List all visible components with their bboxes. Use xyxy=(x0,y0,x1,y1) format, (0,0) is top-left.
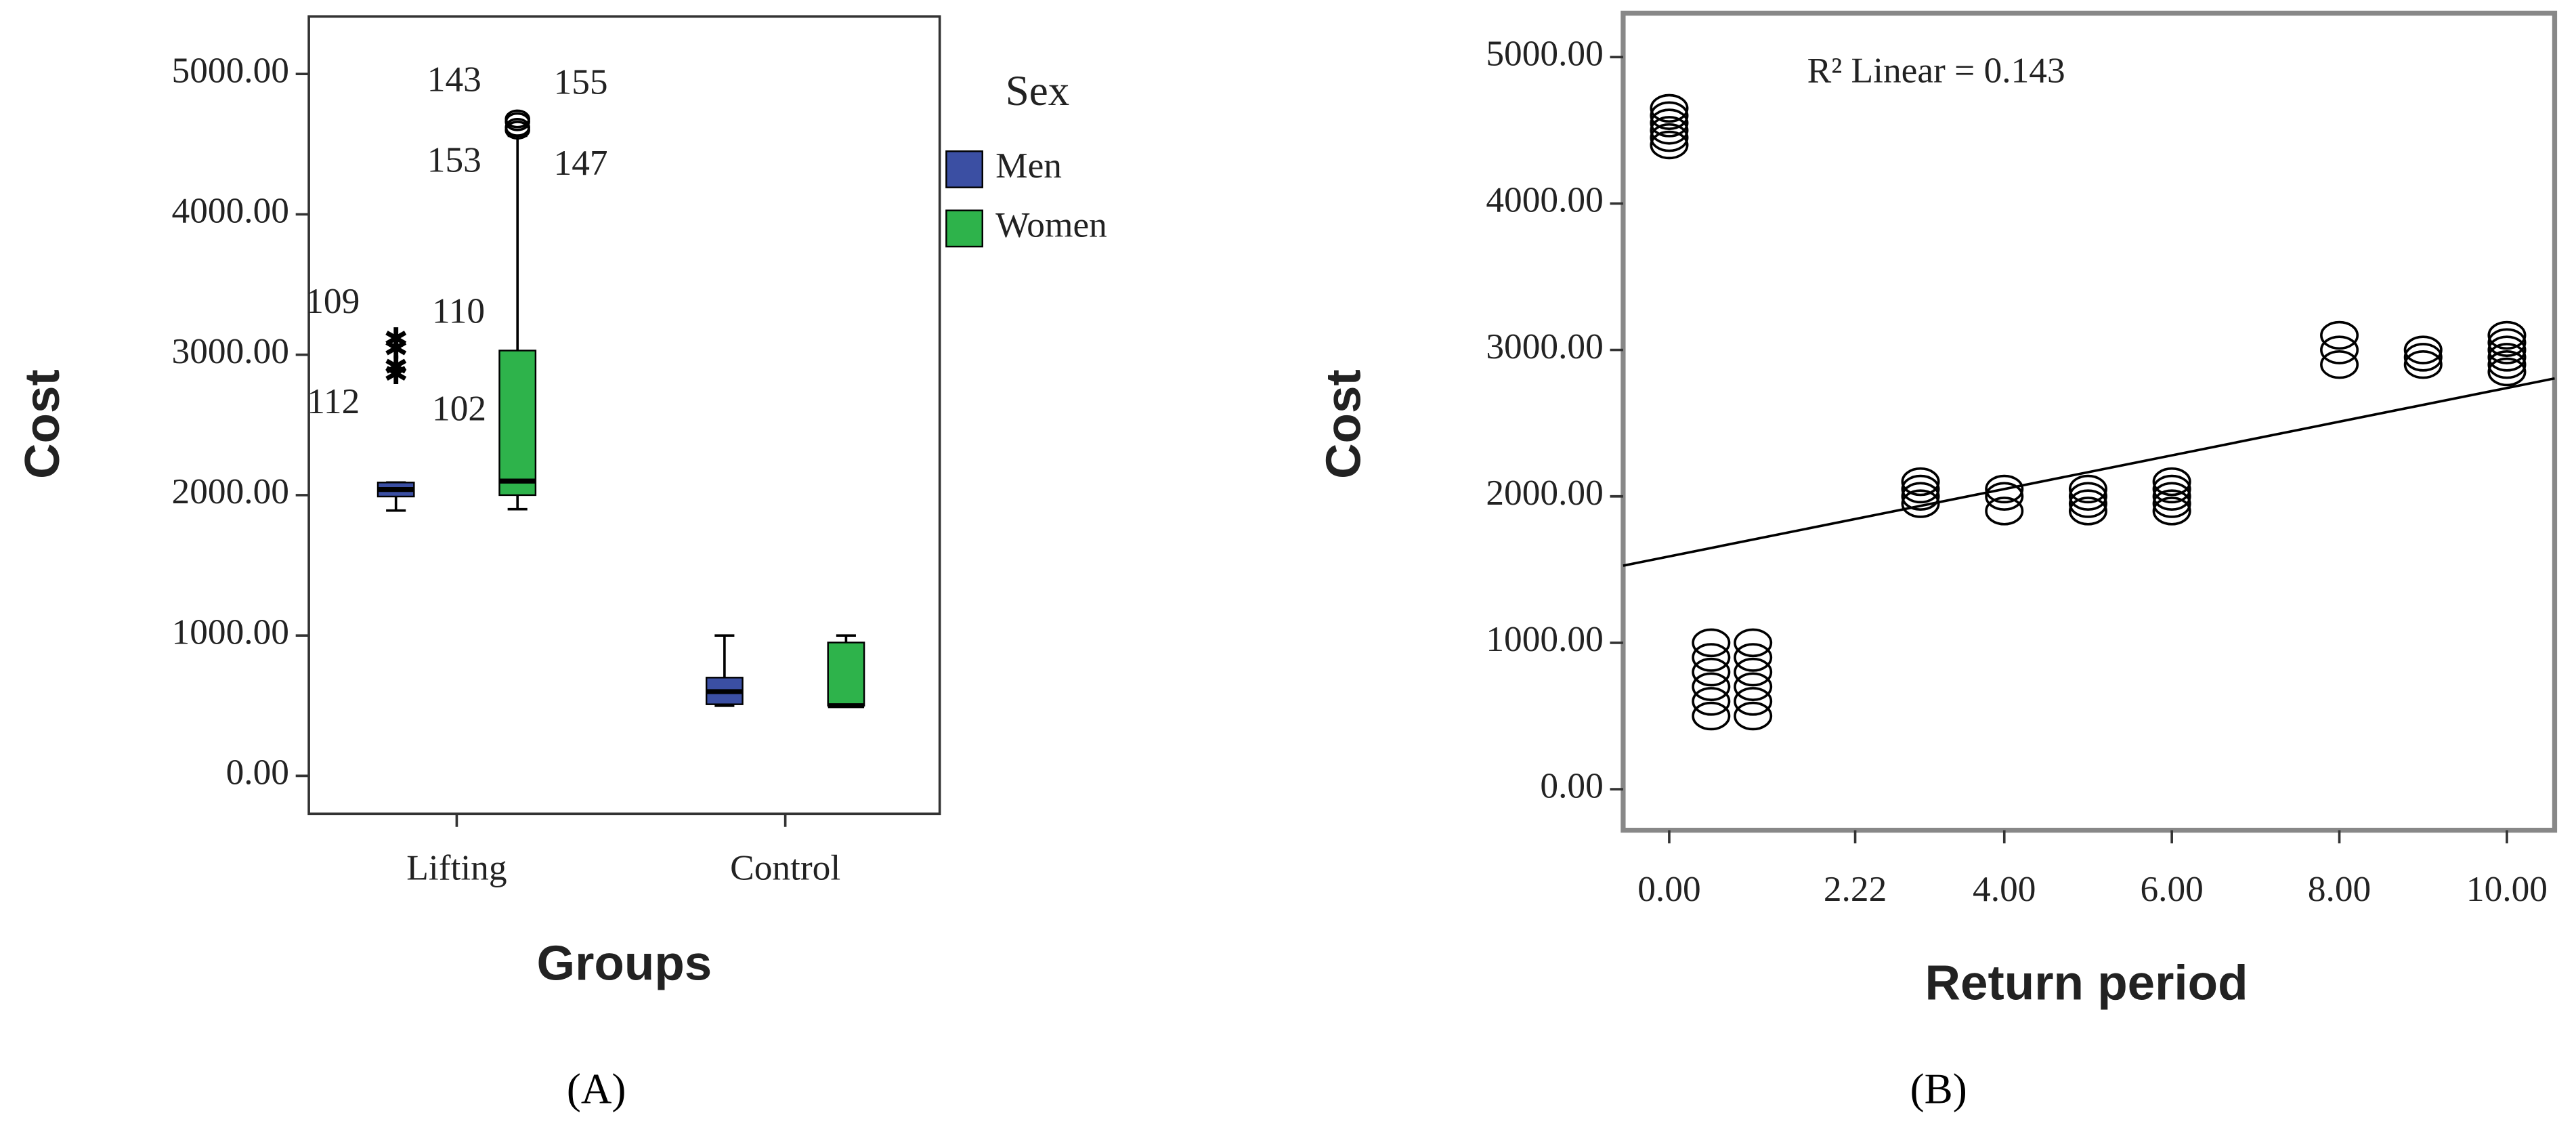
x-tick-label: 2.22 xyxy=(1824,868,1887,909)
point xyxy=(2152,482,2191,511)
outlier: ✱ xyxy=(383,350,408,384)
point xyxy=(1901,474,1940,504)
point xyxy=(1734,701,1773,731)
legend-label: Men xyxy=(995,145,1062,186)
outlier: ✱ xyxy=(383,357,408,392)
plot-frame xyxy=(1620,10,2558,833)
point xyxy=(2320,350,2359,379)
point xyxy=(1901,467,1940,497)
x-axis-title: Return period xyxy=(1925,955,2248,1010)
legend-swatch xyxy=(945,150,983,188)
point xyxy=(2152,497,2191,526)
point xyxy=(2403,335,2443,364)
point xyxy=(2152,474,2191,504)
y-tick-label: 2000.00 xyxy=(172,471,289,511)
y-tick-label: 1000.00 xyxy=(172,611,289,652)
point xyxy=(1985,497,2024,526)
fit-line xyxy=(1623,377,2555,567)
point xyxy=(2068,497,2107,526)
x-tick-label: 0.00 xyxy=(1637,868,1700,909)
outlier xyxy=(505,112,530,131)
y-axis-title: Cost xyxy=(15,369,70,479)
point xyxy=(1985,474,2024,504)
outlier-label: 110 xyxy=(432,290,485,331)
legend-swatch xyxy=(945,209,983,248)
outlier: ✱ xyxy=(383,331,408,366)
x-tick-label: Control xyxy=(730,847,840,888)
y-tick-label: 5000.00 xyxy=(1486,33,1603,74)
point xyxy=(2152,467,2191,497)
point xyxy=(2068,482,2107,511)
point xyxy=(1692,701,1731,731)
point xyxy=(2487,335,2527,364)
y-tick-label: 4000.00 xyxy=(172,190,289,231)
point xyxy=(1650,101,1689,130)
point xyxy=(2487,343,2527,372)
x-axis-title: Groups xyxy=(537,935,712,990)
point xyxy=(2068,474,2107,504)
box xyxy=(498,350,537,497)
point xyxy=(1734,628,1773,658)
point xyxy=(1692,672,1731,701)
outlier-label: 153 xyxy=(427,140,481,180)
point xyxy=(1734,672,1773,701)
y-tick-label: 3000.00 xyxy=(172,331,289,371)
point xyxy=(2487,320,2527,350)
point xyxy=(1734,643,1773,672)
y-tick-label: 1000.00 xyxy=(1486,618,1603,659)
x-tick-label: 8.00 xyxy=(2308,868,2371,909)
point xyxy=(1650,130,1689,160)
point xyxy=(1901,489,1940,518)
point xyxy=(1734,687,1773,716)
outlier-label: 147 xyxy=(554,142,608,183)
outlier-label: 102 xyxy=(432,387,486,428)
point xyxy=(1734,657,1773,687)
point xyxy=(2487,350,2527,379)
y-tick-label: 5000.00 xyxy=(172,49,289,90)
point xyxy=(1692,657,1731,687)
y-tick-label: 0.00 xyxy=(1540,765,1603,805)
point xyxy=(2403,343,2443,372)
outlier-label: 112 xyxy=(307,381,360,421)
point xyxy=(1985,482,2024,511)
caption: (A) xyxy=(567,1065,626,1112)
point xyxy=(1650,108,1689,138)
outlier-label: 143 xyxy=(427,58,481,99)
y-tick-label: 3000.00 xyxy=(1486,326,1603,366)
point xyxy=(2320,320,2359,350)
x-tick-label: Lifting xyxy=(406,847,507,888)
point xyxy=(1692,687,1731,716)
y-tick-label: 0.00 xyxy=(226,752,289,793)
point xyxy=(2320,335,2359,364)
outlier xyxy=(505,121,530,140)
y-tick-label: 2000.00 xyxy=(1486,472,1603,513)
point xyxy=(2068,489,2107,518)
point xyxy=(2487,357,2527,387)
x-tick-label: 6.00 xyxy=(2140,868,2203,909)
x-tick-label: 10.00 xyxy=(2466,868,2548,909)
point xyxy=(2152,489,2191,518)
caption: (B) xyxy=(1910,1065,1967,1112)
point xyxy=(1692,628,1731,658)
outlier: ✱ xyxy=(383,322,408,356)
point xyxy=(1650,123,1689,152)
box xyxy=(827,641,865,707)
plot-frame xyxy=(307,15,941,816)
annotation: R² Linear = 0.143 xyxy=(1807,49,2065,90)
outlier-label: 155 xyxy=(554,62,608,102)
y-axis-title: Cost xyxy=(1316,369,1371,479)
point xyxy=(1650,116,1689,145)
point xyxy=(1692,643,1731,672)
x-tick-label: 4.00 xyxy=(1973,868,2036,909)
legend-title: Sex xyxy=(1006,67,1070,114)
outlier-label: 109 xyxy=(305,280,360,321)
point xyxy=(2487,328,2527,358)
point xyxy=(2403,350,2443,379)
legend-label: Women xyxy=(995,205,1107,245)
point xyxy=(1650,93,1689,123)
y-tick-label: 4000.00 xyxy=(1486,180,1603,220)
point xyxy=(1901,482,1940,511)
